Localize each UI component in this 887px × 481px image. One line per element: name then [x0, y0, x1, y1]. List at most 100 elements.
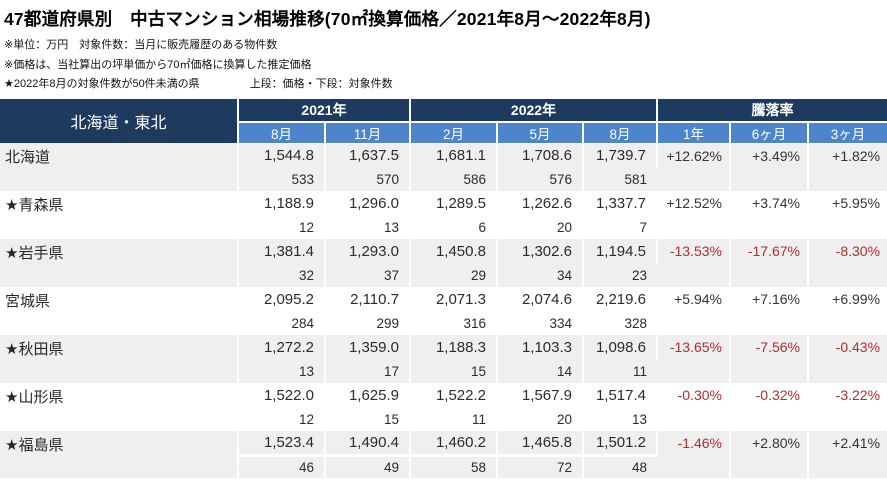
prefecture-name: ★福島県 — [0, 431, 239, 481]
count-cell: 29 — [410, 263, 498, 287]
rate-cell: +2.41% — [808, 431, 887, 481]
count-cell: 15 — [410, 359, 498, 383]
rate-cell: -13.65% — [657, 335, 731, 383]
page-title: 47都道府県別 中古マンション相場推移(70㎡換算価格／2021年8月～2022… — [4, 9, 651, 29]
count-cell: 37 — [325, 263, 411, 287]
col-rate-6m: 6ヶ月 — [730, 120, 809, 144]
count-cell: 6 — [410, 215, 498, 239]
price-cell: 1,708.6 — [497, 143, 584, 167]
rate-cell: -8.30% — [808, 239, 887, 287]
rate-cell: -0.30% — [657, 383, 731, 431]
prefecture-count-row: 533 570 586 576 581 — [0, 167, 887, 191]
count-cell: 533 — [238, 167, 326, 191]
price-cell: 1,544.8 — [238, 143, 326, 167]
rate-cell: -3.22% — [808, 383, 887, 431]
count-cell: 586 — [410, 167, 498, 191]
prefecture-name: ★岩手県 — [0, 239, 239, 287]
note-price-method: ※価格は、当社算出の坪単価から70㎡価格に換算した推定価格 — [4, 58, 312, 71]
price-cell: 2,074.6 — [497, 287, 584, 311]
rate-cell: +3.74% — [730, 191, 809, 239]
price-cell: 1,465.8 — [497, 431, 584, 457]
count-cell: 17 — [325, 359, 411, 383]
rate-cell: +5.94% — [657, 287, 731, 335]
count-cell: 576 — [497, 167, 584, 191]
count-cell: 58 — [410, 455, 498, 481]
count-cell: 12 — [238, 215, 326, 239]
prefecture-row: ★山形県 1,522.0 1,625.9 1,522.2 1,567.9 1,517.4-… — [0, 383, 887, 431]
rate-cell: +12.52% — [657, 191, 731, 239]
price-cell: 1,460.2 — [410, 431, 498, 457]
prefecture-row: ★福島県 1,523.4 1,490.4 1,460.2 1,465.8 1,501.2-… — [0, 431, 887, 481]
rate-cell: -13.53% — [657, 239, 731, 287]
price-cell: 1,188.3 — [410, 335, 498, 359]
prefecture-name: 北海道 — [0, 143, 239, 191]
prefecture-name: 宮城県 — [0, 287, 239, 335]
rate-cell: -7.56% — [730, 335, 809, 383]
header-row-months: 8月 11月 2月 5月 8月 1年 6ヶ月 3ヶ月 — [0, 120, 887, 144]
price-cell: 1,098.6 — [583, 335, 658, 359]
count-cell: 20 — [497, 215, 584, 239]
count-cell: 328 — [583, 311, 657, 335]
price-cell: 1,625.9 — [325, 383, 411, 407]
count-cell: 316 — [410, 311, 498, 335]
prefecture-row: 宮城県 2,095.2 2,110.7 2,071.3 2,074.6 2,219.6 +5… — [0, 287, 887, 335]
prefecture-name: ★青森県 — [0, 191, 239, 239]
price-cell: 1,567.9 — [497, 383, 584, 407]
rate-cell: +2.80% — [730, 431, 809, 481]
table-header: 北海道・東北 2021年 2022年 騰落率 8月 11月 2月 5月 8月 1… — [0, 98, 887, 144]
col-rate-1y: 1年 — [657, 120, 731, 144]
prefecture-name: ★山形県 — [0, 383, 239, 431]
price-cell: 1,262.6 — [497, 191, 584, 215]
count-cell: 13 — [583, 407, 657, 431]
rate-cell: +1.82% — [808, 143, 887, 191]
price-cell: 1,289.5 — [410, 191, 498, 215]
price-cell: 1,381.4 — [238, 239, 326, 263]
col-2021-aug: 8月 — [238, 120, 326, 144]
price-cell: 1,490.4 — [325, 431, 411, 457]
price-cell: 1,337.7 — [583, 191, 658, 215]
rate-cell: -1.46% — [657, 431, 731, 481]
col-2022-may: 5月 — [497, 120, 584, 144]
rate-cell: -0.43% — [808, 335, 887, 383]
header-row-groups: 北海道・東北 2021年 2022年 騰落率 — [0, 98, 887, 143]
note-star: ★2022年8月の対象件数が50件未満の県 — [4, 78, 200, 90]
count-cell: 581 — [583, 167, 657, 191]
note-format-legend: 上段：価格・下段：対象件数 — [249, 78, 393, 90]
price-cell: 1,194.5 — [583, 239, 658, 263]
prefecture-count-row: 12 15 11 20 13 — [0, 407, 887, 431]
prefecture-row: ★青森県 1,188.9 1,296.0 1,289.5 1,262.6 1,337.7 +… — [0, 191, 887, 239]
count-cell: 34 — [497, 263, 584, 287]
count-cell: 13 — [238, 359, 326, 383]
count-cell: 12 — [238, 407, 326, 431]
count-cell: 15 — [325, 407, 411, 431]
prefecture-row: ★秋田県 1,272.2 1,359.0 1,188.3 1,103.3 1,098.6-… — [0, 335, 887, 383]
count-cell: 13 — [325, 215, 411, 239]
count-cell: 7 — [583, 215, 657, 239]
price-cell: 2,095.2 — [238, 287, 326, 311]
count-cell: 14 — [497, 359, 584, 383]
rate-cell: +7.16% — [730, 287, 809, 335]
note-unit: ※単位：万円 対象件数：当月に販売履歴のある物件数 — [4, 39, 278, 51]
prefecture-row: 北海道 1,544.8 1,637.5 1,681.1 1,708.6 1,739.7 +1… — [0, 143, 887, 191]
prefecture-count-row: 13 17 15 14 11 — [0, 359, 887, 383]
prefecture-count-row: 32 37 29 34 23 — [0, 263, 887, 287]
price-cell: 1,739.7 — [583, 143, 658, 167]
price-cell: 1,517.4 — [583, 383, 658, 407]
prefecture-name: ★秋田県 — [0, 335, 239, 383]
rate-group-header: 騰落率 — [657, 98, 887, 122]
count-cell: 334 — [497, 311, 584, 335]
price-cell: 1,681.1 — [410, 143, 498, 167]
count-cell: 23 — [583, 263, 657, 287]
price-cell: 2,071.3 — [410, 287, 498, 311]
col-2021-nov: 11月 — [325, 120, 411, 144]
col-2022-feb: 2月 — [410, 120, 498, 144]
count-cell: 284 — [238, 311, 326, 335]
price-table: 北海道・東北 2021年 2022年 騰落率 8月 11月 2月 5月 8月 1… — [0, 98, 887, 481]
price-cell: 1,637.5 — [325, 143, 411, 167]
price-cell: 1,188.9 — [238, 191, 326, 215]
price-cell: 1,272.2 — [238, 335, 326, 359]
year-2021-header: 2021年 — [238, 98, 411, 122]
rate-cell: +12.62% — [657, 143, 731, 191]
prefecture-count-row: 46 49 58 72 48 — [0, 455, 887, 481]
